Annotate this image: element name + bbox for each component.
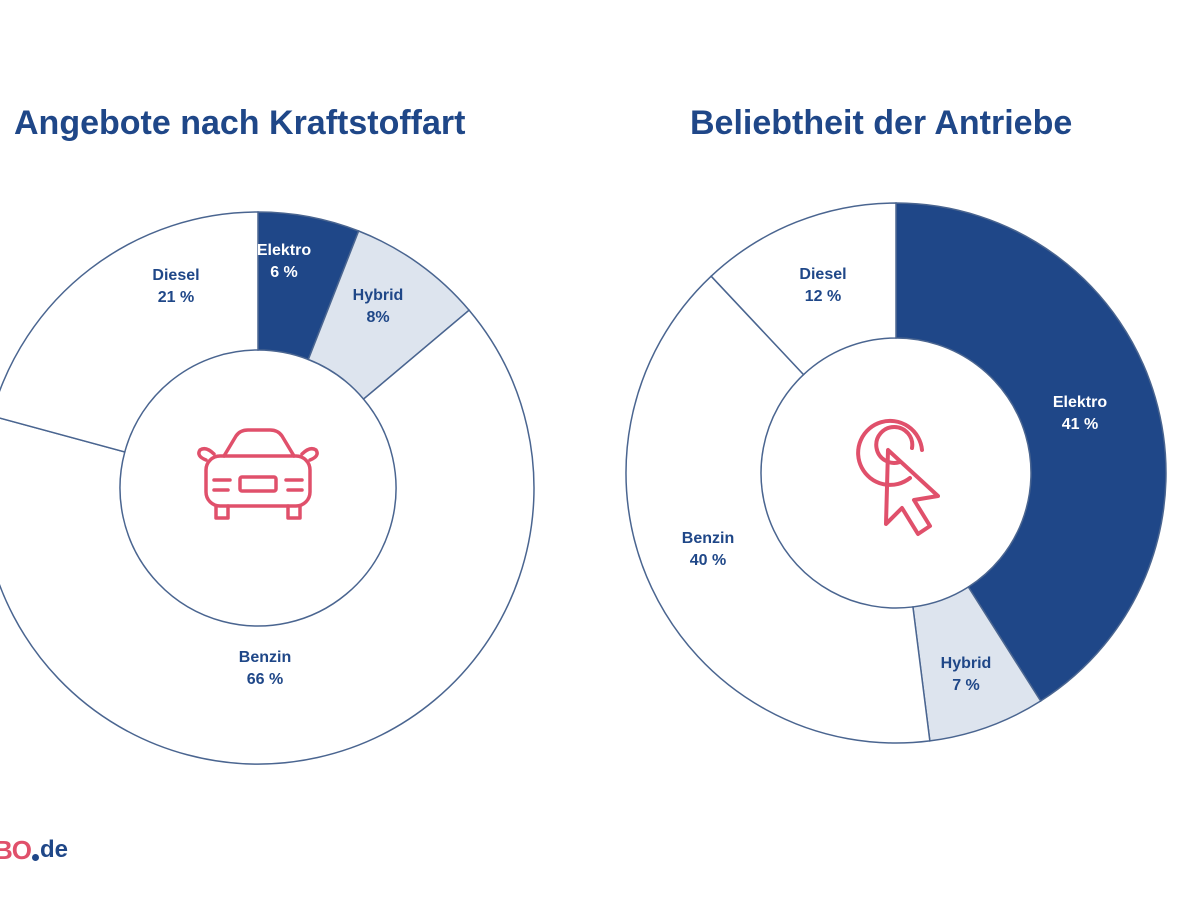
segment-value-benzin: 40 % [690, 552, 726, 569]
car-icon [197, 428, 319, 520]
donut-chart-drive-popularity: Elektro 41 % Hybrid 7 % Benzin 40 % Diesel 12 % [625, 202, 1167, 744]
donut-chart-offers-by-fuel: Elektro 6 % Hybrid 8% Benzin 66 % Diesel 21 % [0, 211, 535, 765]
chart-title-offers-by-fuel: Angebote nach Kraftstoffart [14, 104, 466, 142]
segment-name-diesel: Diesel [152, 267, 199, 284]
segment-name-elektro: Elektro [257, 242, 311, 259]
segment-value-elektro: 41 % [1062, 416, 1098, 433]
donut-segment-diesel [710, 202, 897, 376]
segment-name-hybrid: Hybrid [941, 655, 992, 672]
chart-title-drive-popularity: Beliebtheit der Antriebe [690, 104, 1073, 142]
logo-tld-text: de [40, 836, 69, 863]
donut-segment-elektro [895, 202, 1167, 703]
click-pointer-icon [856, 418, 940, 536]
segment-value-benzin: 66 % [247, 671, 283, 688]
segment-name-hybrid: Hybrid [353, 287, 404, 304]
logo-brand-text: BO [0, 834, 32, 865]
segment-value-diesel: 12 % [805, 288, 841, 305]
logo-dot [32, 853, 39, 861]
segment-name-diesel: Diesel [799, 266, 846, 283]
segment-name-benzin: Benzin [239, 649, 291, 666]
donut-segment-benzin [625, 275, 931, 744]
brand-logo[interactable]: BO de [0, 832, 68, 868]
donut-segment-benzin [0, 309, 535, 765]
segment-value-elektro: 6 % [270, 264, 298, 281]
segment-value-diesel: 21 % [158, 289, 194, 306]
segment-name-benzin: Benzin [682, 530, 734, 547]
segment-name-elektro: Elektro [1053, 394, 1107, 411]
segment-value-hybrid: 7 % [952, 677, 980, 694]
segment-value-hybrid: 8% [366, 309, 389, 326]
donut-segment-diesel [0, 211, 259, 453]
